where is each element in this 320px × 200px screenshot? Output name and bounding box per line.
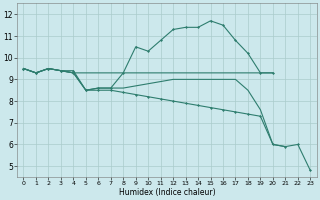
X-axis label: Humidex (Indice chaleur): Humidex (Indice chaleur) <box>119 188 215 197</box>
